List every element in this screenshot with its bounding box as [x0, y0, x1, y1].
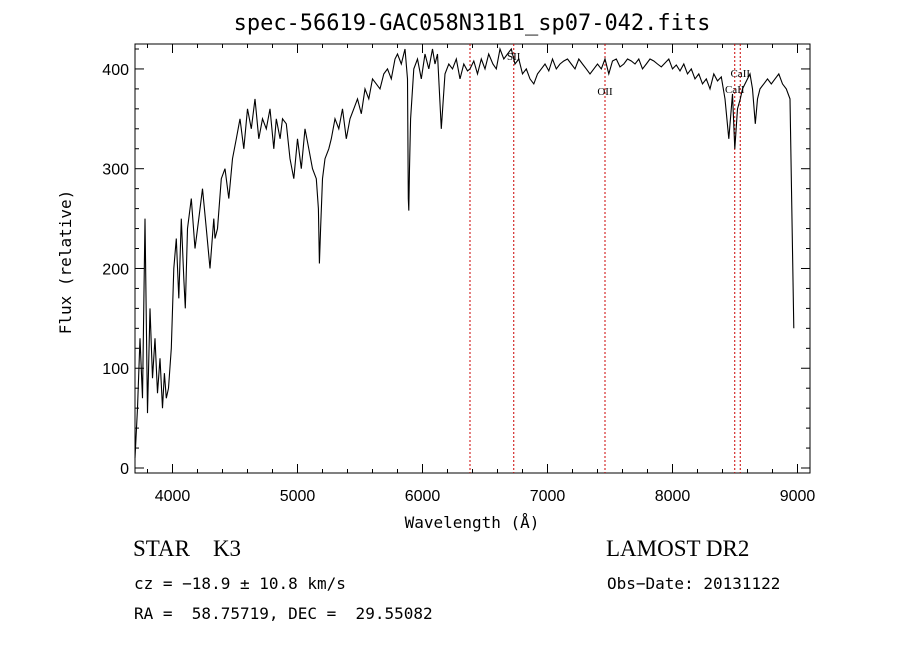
- y-tick-label: 0: [120, 461, 129, 478]
- y-tick-label: 100: [102, 361, 129, 378]
- line-marker-label: CaII: [730, 68, 750, 80]
- plot-frame: [134, 43, 811, 474]
- x-tick-label: 6000: [405, 488, 441, 505]
- x-tick-label: 7000: [530, 488, 566, 505]
- x-tick-label: 4000: [155, 488, 191, 505]
- x-axis-label: Wavelength (Å): [405, 513, 540, 532]
- x-axis: 4000 5000 6000 7000 8000 9000: [147, 44, 816, 505]
- x-tick-label: 8000: [655, 488, 691, 505]
- spectrum-line: [134, 46, 795, 459]
- x-tick-label: 5000: [280, 488, 316, 505]
- radial-velocity: cz = −18.9 ± 10.8 km/s: [134, 574, 346, 593]
- y-axis-label: Flux (relative): [56, 190, 75, 335]
- x-tick-label: 9000: [780, 488, 816, 505]
- observation-date: Obs−Date: 20131122: [607, 574, 781, 593]
- line-marker-label: OII: [597, 86, 613, 98]
- y-tick-label: 300: [102, 162, 129, 179]
- y-tick-label: 200: [102, 261, 129, 278]
- y-tick-label: 400: [102, 62, 129, 79]
- y-axis: 0 100 200 300 400: [102, 48, 810, 478]
- survey-release: LAMOST DR2: [606, 536, 750, 561]
- object-classification: STAR K3: [133, 536, 242, 561]
- coordinates: RA = 58.75719, DEC = 29.55082: [134, 604, 433, 623]
- chart-title: spec-56619-GAC058N31B1_sp07-042.fits: [234, 11, 711, 36]
